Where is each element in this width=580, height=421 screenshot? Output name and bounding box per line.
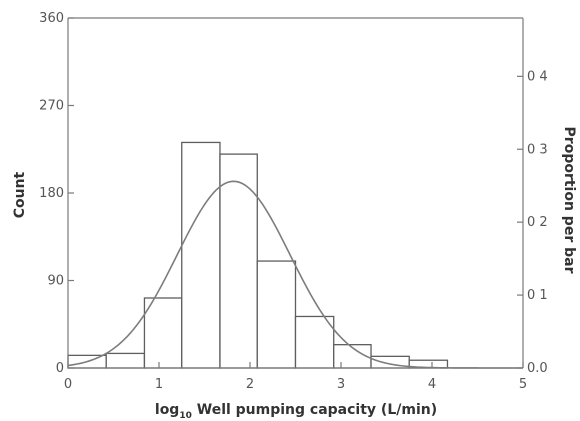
- x-axis-title-subscript: 10: [179, 411, 192, 421]
- x-axis-ticks: 0 1 2 3 4 5: [64, 362, 527, 392]
- histogram-bar-2: [105, 352, 146, 369]
- x-tick-label: 0: [64, 377, 72, 392]
- secondary-y-axis-ticks: 0.0 0 1 0 2 0 3 0 4: [517, 69, 548, 376]
- y-axis-ticks: 0 90 180 270 360: [39, 11, 74, 376]
- x-tick-label: 2: [246, 377, 254, 392]
- secondary-y-tick-label: 0 4: [527, 69, 548, 84]
- x-tick-label: 1: [155, 377, 163, 392]
- secondary-y-tick-label: 0.0: [527, 361, 548, 376]
- y-tick-label: 0: [56, 361, 64, 376]
- y-tick-label: 180: [39, 186, 64, 201]
- secondary-y-tick-label: 0 3: [527, 142, 548, 157]
- y-tick-label: 270: [39, 99, 64, 114]
- histogram-bar-7: [294, 315, 335, 369]
- y-axis-title: Count: [12, 171, 28, 218]
- histogram-bar-6: [256, 260, 297, 369]
- y-tick-label: 90: [47, 274, 64, 289]
- histogram-bar-4: [181, 141, 221, 369]
- x-tick-label: 3: [337, 377, 345, 392]
- x-tick-label: 5: [519, 377, 527, 392]
- y-tick-label: 360: [39, 11, 64, 26]
- secondary-y-tick-label: 0 1: [527, 288, 548, 303]
- secondary-y-tick-label: 0 2: [527, 215, 548, 230]
- x-axis-title-rest: Well pumping capacity (L/min): [192, 402, 437, 418]
- histogram-bars: [67, 141, 449, 369]
- histogram-bar-3: [143, 297, 183, 369]
- x-tick-label: 4: [428, 377, 436, 392]
- x-axis-title-prefix: log: [155, 402, 179, 418]
- histogram-bar-5: [219, 153, 258, 369]
- secondary-y-axis-title: Proportion per bar: [561, 127, 577, 274]
- x-axis-title: log10 Well pumping capacity (L/min): [155, 402, 437, 421]
